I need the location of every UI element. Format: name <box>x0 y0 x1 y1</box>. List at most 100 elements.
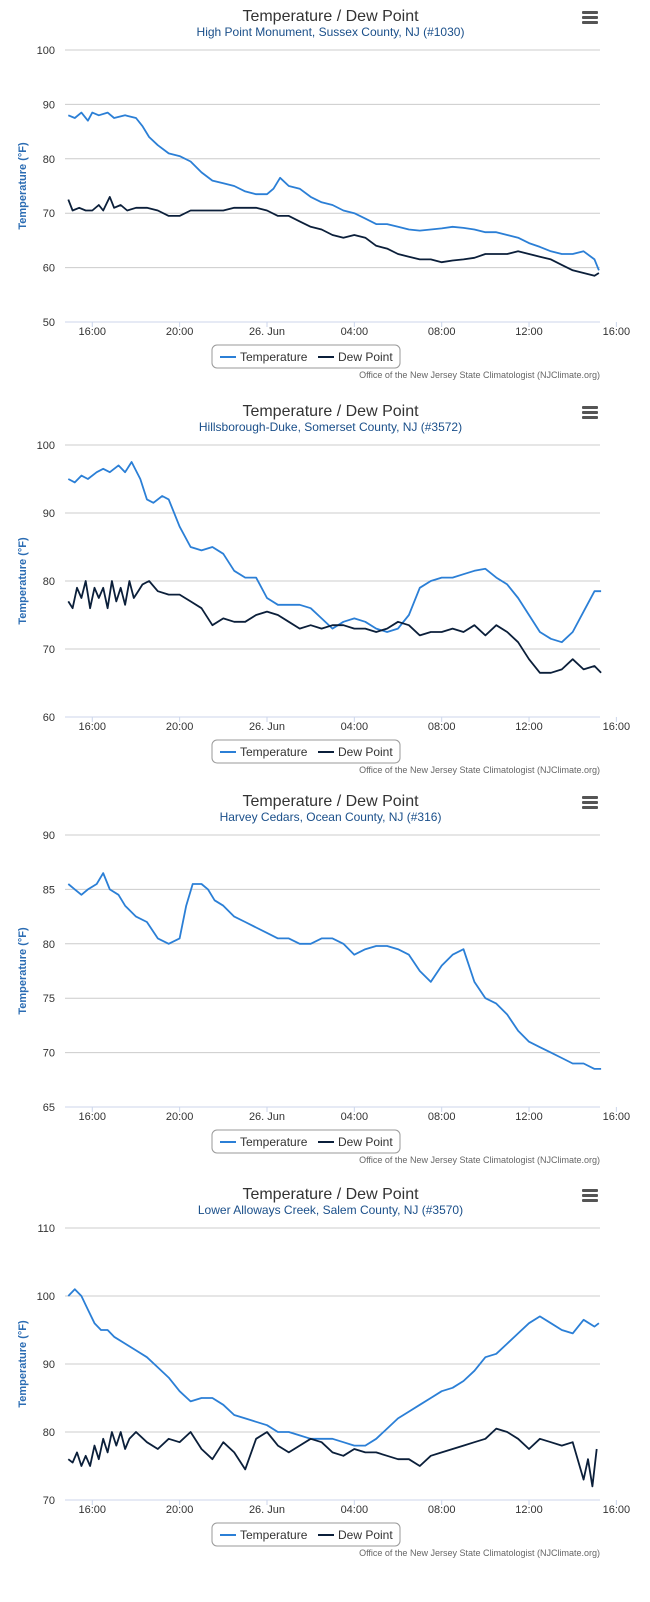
y-tick-label: 75 <box>43 993 55 1005</box>
x-tick-label: 20:00 <box>166 721 194 733</box>
credit-text: Office of the New Jersey State Climatolo… <box>359 1155 600 1165</box>
menu-icon[interactable] <box>582 1189 598 1202</box>
x-tick-label: 08:00 <box>428 1504 456 1516</box>
series-line-dew-point <box>67 195 600 277</box>
menu-icon-bar <box>582 801 598 804</box>
y-axis-title: Temperature (°F) <box>17 537 29 625</box>
menu-icon-bar <box>582 416 598 419</box>
menu-icon-bar <box>582 411 598 414</box>
x-tick-label: 20:00 <box>166 1504 194 1516</box>
series-line-temperature <box>67 461 602 644</box>
y-axis-title: Temperature (°F) <box>17 142 29 230</box>
series-line-dew-point <box>67 580 602 674</box>
y-tick-label: 80 <box>43 939 55 951</box>
legend: Temperature Dew Point <box>211 1522 401 1547</box>
chart-panel-hillsborough: Temperature / Dew Point Hillsborough-Duke… <box>0 395 650 795</box>
x-tick-label: 12:00 <box>515 1504 543 1516</box>
x-tick-label: 04:00 <box>341 326 369 338</box>
x-tick-label: 16:00 <box>603 721 631 733</box>
y-tick-label: 70 <box>43 1495 55 1507</box>
legend-label: Temperature <box>240 745 308 759</box>
x-tick-label: 26. Jun <box>249 1504 285 1516</box>
y-tick-label: 100 <box>37 440 55 452</box>
legend-item-temperature[interactable]: Temperature <box>220 350 308 364</box>
legend-label: Dew Point <box>338 1135 393 1149</box>
credit-text: Office of the New Jersey State Climatolo… <box>359 370 600 380</box>
legend-label: Temperature <box>240 1528 308 1542</box>
x-tick-label: 16:00 <box>603 1504 631 1516</box>
y-tick-label: 100 <box>37 45 55 57</box>
menu-icon-bar <box>582 406 598 409</box>
menu-icon[interactable] <box>582 796 598 809</box>
x-tick-label: 20:00 <box>166 1111 194 1123</box>
chart-subtitle: Lower Alloways Creek, Salem County, NJ (… <box>198 1203 463 1217</box>
series-line-dew-point <box>67 1427 598 1488</box>
legend: Temperature Dew Point <box>211 1129 401 1154</box>
x-tick-label: 12:00 <box>515 1111 543 1123</box>
x-tick-label: 08:00 <box>428 1111 456 1123</box>
x-tick-label: 26. Jun <box>249 721 285 733</box>
series-line-temperature <box>67 111 600 271</box>
y-tick-label: 90 <box>43 1359 55 1371</box>
legend-item-dew-point[interactable]: Dew Point <box>318 1528 393 1542</box>
chart-subtitle: High Point Monument, Sussex County, NJ (… <box>197 25 465 39</box>
y-tick-label: 80 <box>43 1427 55 1439</box>
x-tick-label: 12:00 <box>515 326 543 338</box>
y-tick-label: 90 <box>43 508 55 520</box>
x-tick-label: 08:00 <box>428 326 456 338</box>
x-tick-label: 12:00 <box>515 721 543 733</box>
y-tick-label: 65 <box>43 1102 55 1114</box>
y-tick-label: 85 <box>43 884 55 896</box>
legend-item-temperature[interactable]: Temperature <box>220 745 308 759</box>
x-tick-label: 04:00 <box>341 1111 369 1123</box>
y-tick-label: 70 <box>43 644 55 656</box>
legend-item-dew-point[interactable]: Dew Point <box>318 350 393 364</box>
y-tick-label: 80 <box>43 154 55 166</box>
legend-item-temperature[interactable]: Temperature <box>220 1528 308 1542</box>
y-tick-label: 60 <box>43 712 55 724</box>
legend: Temperature Dew Point <box>211 739 401 764</box>
series-line-temperature <box>67 1288 600 1447</box>
series-line-temperature <box>67 872 602 1070</box>
chart-svg: Temperature / Dew PointHillsborough-Duke… <box>17 403 631 775</box>
y-tick-label: 70 <box>43 208 55 220</box>
y-tick-label: 90 <box>43 99 55 111</box>
menu-icon-bar <box>582 1194 598 1197</box>
x-tick-label: 16:00 <box>79 326 107 338</box>
menu-icon-bar <box>582 21 598 24</box>
menu-icon[interactable] <box>582 11 598 24</box>
y-tick-label: 100 <box>37 1291 55 1303</box>
x-tick-label: 16:00 <box>79 721 107 733</box>
x-tick-label: 04:00 <box>341 1504 369 1516</box>
legend-box <box>211 1129 401 1154</box>
x-tick-label: 16:00 <box>79 1111 107 1123</box>
y-tick-label: 80 <box>43 576 55 588</box>
chart-panel-high-point: Temperature / Dew Point High Point Monume… <box>0 0 650 400</box>
legend-label: Temperature <box>240 350 308 364</box>
x-tick-label: 26. Jun <box>249 326 285 338</box>
chart-title: Temperature / Dew Point <box>242 8 419 25</box>
legend-label: Temperature <box>240 1135 308 1149</box>
x-tick-label: 16:00 <box>603 326 631 338</box>
x-tick-label: 04:00 <box>341 721 369 733</box>
chart-title: Temperature / Dew Point <box>242 793 419 810</box>
legend-item-dew-point[interactable]: Dew Point <box>318 745 393 759</box>
y-axis-title: Temperature (°F) <box>17 927 29 1015</box>
x-tick-label: 26. Jun <box>249 1111 285 1123</box>
menu-icon[interactable] <box>582 406 598 419</box>
legend-item-dew-point[interactable]: Dew Point <box>318 1135 393 1149</box>
legend-label: Dew Point <box>338 1528 393 1542</box>
legend-item-temperature[interactable]: Temperature <box>220 1135 308 1149</box>
legend-box <box>211 1522 401 1547</box>
menu-icon-bar <box>582 806 598 809</box>
credit-text: Office of the New Jersey State Climatolo… <box>359 1548 600 1558</box>
x-tick-label: 16:00 <box>603 1111 631 1123</box>
credit-text: Office of the New Jersey State Climatolo… <box>359 765 600 775</box>
y-tick-label: 60 <box>43 263 55 275</box>
chart-subtitle: Hillsborough-Duke, Somerset County, NJ (… <box>199 420 462 434</box>
y-tick-label: 110 <box>37 1223 55 1235</box>
chart-title: Temperature / Dew Point <box>242 1186 419 1203</box>
x-tick-label: 20:00 <box>166 326 194 338</box>
chart-panel-harvey-cedars: Temperature / Dew Point Harvey Cedars, Oc… <box>0 785 650 1185</box>
